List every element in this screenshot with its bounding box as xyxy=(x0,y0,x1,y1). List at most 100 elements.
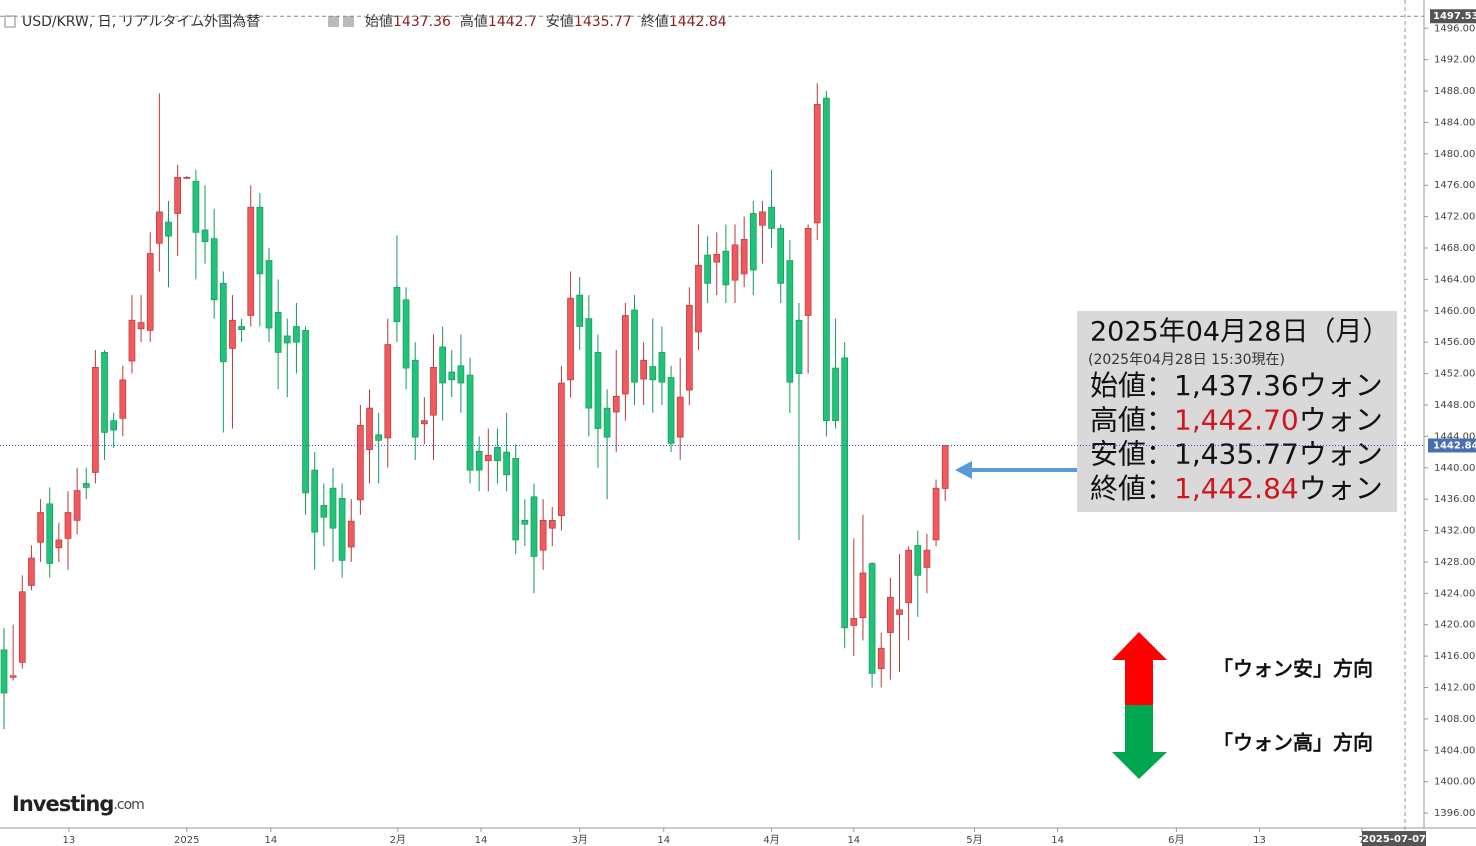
candle-body xyxy=(347,520,355,548)
candle-body xyxy=(859,572,867,619)
y-tick-label: 1420.00 xyxy=(1434,620,1475,631)
candle-body xyxy=(128,319,136,362)
field-label: 終値 xyxy=(641,14,669,30)
candle-body xyxy=(612,395,620,413)
candle-body xyxy=(457,365,465,384)
y-tick-label: 1496.00 xyxy=(1434,23,1475,34)
x-tick-label: 14 xyxy=(475,835,488,846)
y-tick-label: 1476.00 xyxy=(1434,180,1475,191)
candle-body xyxy=(548,519,556,529)
candle-body xyxy=(82,483,90,488)
y-tick-label: 1400.00 xyxy=(1434,777,1475,788)
candle-body xyxy=(357,425,364,501)
field-value: 1442.7 xyxy=(488,14,537,30)
candle-body xyxy=(832,367,839,422)
candle-body xyxy=(283,335,291,344)
candle-body xyxy=(9,675,17,678)
candle-body xyxy=(110,420,118,431)
candle-body xyxy=(722,250,730,286)
candle-body xyxy=(475,450,483,471)
cursor-date-tag xyxy=(1362,831,1426,846)
candle-body xyxy=(823,97,830,422)
candle-body xyxy=(813,104,821,224)
header-field: 高値1442.7 xyxy=(460,13,537,30)
info-bg xyxy=(1077,311,1397,512)
candle-body xyxy=(731,244,739,281)
y-tick-label: 1480.00 xyxy=(1434,149,1475,160)
candle-body xyxy=(649,366,657,381)
y-tick-label: 1436.00 xyxy=(1434,494,1475,505)
settings-icon xyxy=(328,16,339,27)
y-tick-label: 1484.00 xyxy=(1434,117,1475,128)
field-label: 安値 xyxy=(546,14,574,30)
candle-body xyxy=(411,359,419,438)
candle-body xyxy=(503,451,510,476)
candle-body xyxy=(530,496,538,557)
candle-body xyxy=(18,591,26,663)
candle-body xyxy=(384,344,392,439)
x-tick-label: 14 xyxy=(657,835,670,846)
symbol: USD/KRW, 日, リアルタイム外国為替 xyxy=(22,14,260,30)
x-tick-label: 14 xyxy=(847,835,860,846)
candle-body xyxy=(877,647,885,670)
info-value: 1,442.70 xyxy=(1174,403,1299,436)
info-value: 1,435.77 xyxy=(1174,438,1299,471)
y-tick-label: 1440.00 xyxy=(1434,463,1475,474)
candle-body xyxy=(219,282,227,363)
direction-label: 「ウォン安」方向 xyxy=(1213,657,1373,681)
x-tick-label: 7 xyxy=(1359,835,1365,846)
candle-body xyxy=(494,447,501,462)
candle-body xyxy=(841,357,849,629)
candle-body xyxy=(265,260,273,329)
candle-body xyxy=(229,319,236,349)
y-tick-label: 1468.00 xyxy=(1434,243,1475,254)
candle-body xyxy=(137,322,145,330)
candle-body xyxy=(521,519,529,525)
header-field: 終値1442.84 xyxy=(641,14,727,30)
logo-suffix: .com xyxy=(113,797,144,813)
candle-body xyxy=(165,221,172,237)
candle-body xyxy=(685,304,693,391)
candle-body xyxy=(759,211,766,226)
info-row: 始値：1,437.36ウォン xyxy=(1090,369,1383,402)
top-price-tag xyxy=(1430,9,1476,24)
x-tick-label: 14 xyxy=(264,835,277,846)
candle-body xyxy=(311,469,319,533)
candle-body xyxy=(667,377,675,444)
y-tick-label: 1428.00 xyxy=(1434,557,1475,568)
info-label: 終値： xyxy=(1090,472,1174,505)
info-value: 1,442.84 xyxy=(1174,472,1299,505)
y-tick-label: 1396.00 xyxy=(1434,808,1475,819)
y-tick-label: 1488.00 xyxy=(1434,86,1475,97)
candle-body xyxy=(338,498,346,561)
candle-body xyxy=(366,407,373,451)
candle-body xyxy=(156,211,163,244)
candle-body xyxy=(55,539,63,549)
candle-body xyxy=(804,228,812,316)
candle-body xyxy=(941,445,949,489)
field-value: 1437.36 xyxy=(393,14,451,30)
candle-body xyxy=(868,563,876,674)
settings-icon xyxy=(343,16,354,27)
candle-body xyxy=(923,549,931,568)
header-field: 安値1435.77 xyxy=(546,14,632,30)
candle-body xyxy=(539,519,547,551)
direction-label: 「ウォン高」方向 xyxy=(1213,731,1373,755)
candle-body xyxy=(887,596,894,633)
candle-body xyxy=(256,206,264,275)
candle-body xyxy=(786,260,794,383)
candle-body xyxy=(567,297,574,381)
down-arrow xyxy=(1112,705,1167,779)
y-tick-label: 1464.00 xyxy=(1434,274,1475,285)
candle-body xyxy=(64,512,72,539)
candle-body xyxy=(73,490,81,521)
info-label: 高値： xyxy=(1090,403,1174,436)
candle-body xyxy=(247,206,255,316)
candle-body xyxy=(448,371,456,381)
y-tick-label: 1460.00 xyxy=(1434,306,1475,317)
info-row: 高値：1,442.70ウォン xyxy=(1090,403,1383,436)
info-unit: ウォン xyxy=(1299,403,1383,436)
candle-body xyxy=(274,312,282,353)
cursor-date: 2025-07-07 xyxy=(1362,834,1426,845)
info-label: 始値： xyxy=(1090,369,1174,402)
